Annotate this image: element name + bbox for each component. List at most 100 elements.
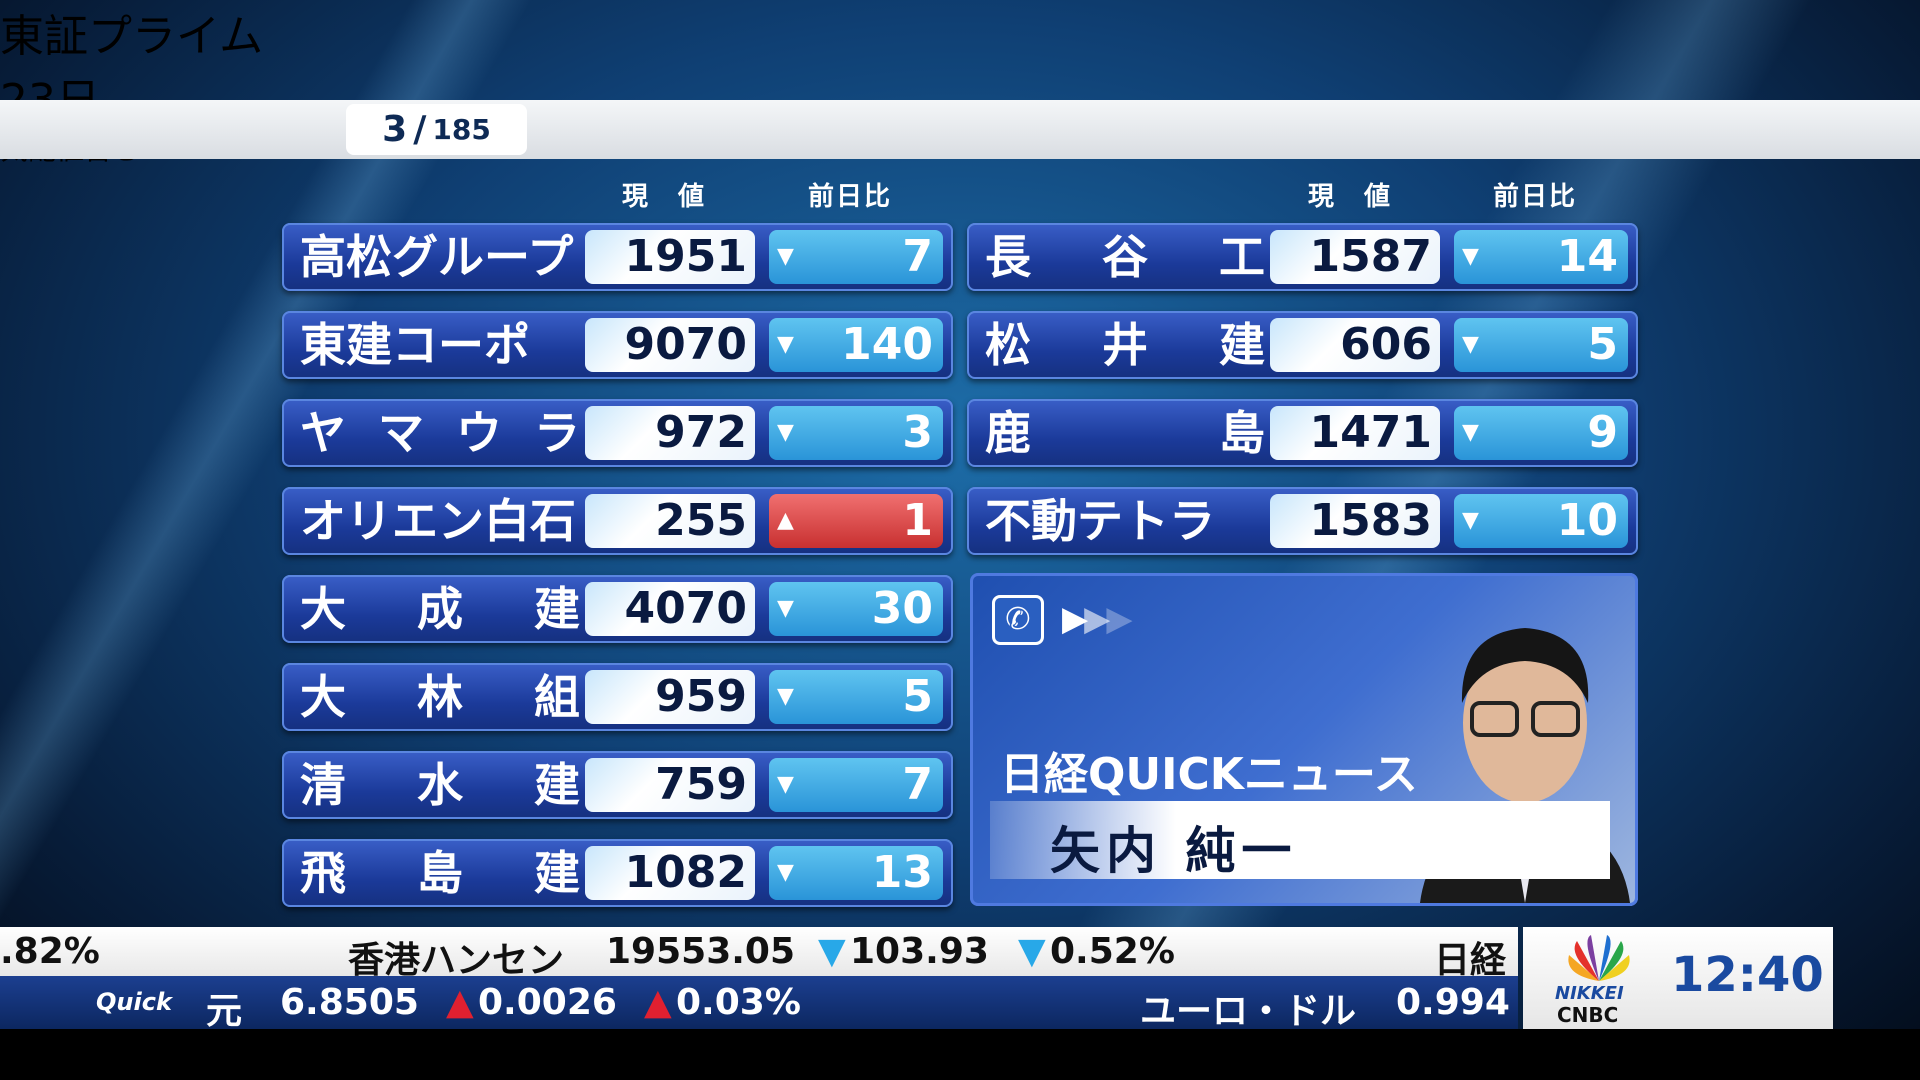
stock-name-char: 不動テトラ — [985, 494, 1215, 548]
down-arrow-icon: ▼ — [1462, 508, 1479, 533]
ticker-change: 103.93 — [850, 931, 989, 972]
stock-name-char: 組 — [534, 670, 580, 724]
change-value: 7 — [902, 759, 933, 810]
stock-name-char: 建 — [1219, 318, 1265, 372]
down-arrow-icon: ▼ — [777, 860, 794, 885]
page-current: 3 — [382, 109, 408, 150]
stock-price: 1587 — [1270, 230, 1440, 284]
stock-row: 飛 島 建 1082 ▼ 13 — [282, 839, 953, 907]
change-value: 1 — [902, 495, 933, 546]
stock-row: オリエン白石 255 ▲ 1 — [282, 487, 953, 555]
stock-price: 255 — [585, 494, 755, 548]
stock-name: 鹿島 — [985, 405, 1265, 461]
reporter-panel: ✆ ▶▶▶ 日経QUICKニュース 矢内 純一 — [970, 573, 1638, 906]
stock-name-char: 林 — [417, 670, 463, 724]
stock-name-char: 水 — [417, 758, 463, 812]
stock-name-char: 大 — [300, 670, 346, 724]
stock-row: 東建コーポ 9070 ▼ 140 — [282, 311, 953, 379]
stock-change: ▼ 14 — [1454, 230, 1628, 284]
stock-name-char: 飛 — [300, 846, 346, 900]
stock-name: 高松グループ — [300, 229, 580, 285]
stock-price: 4070 — [585, 582, 755, 636]
down-arrow-icon: ▼ — [818, 931, 846, 972]
stock-price: 1583 — [1270, 494, 1440, 548]
stock-price: 9070 — [585, 318, 755, 372]
stock-name-char: 鹿 — [985, 406, 1031, 460]
cnbc-text: CNBC — [1557, 1003, 1619, 1027]
stock-row: 大林組 959 ▼ 5 — [282, 663, 953, 731]
name-band — [990, 801, 1610, 879]
stock-row: ヤマウラ 972 ▼ 3 — [282, 399, 953, 467]
col-change-left: 前日比 — [808, 182, 893, 212]
stock-name: オリエン白石 — [300, 493, 580, 549]
stock-name-char: 谷 — [1102, 230, 1148, 284]
stock-name-char: 建 — [534, 582, 580, 636]
page-indicator: 3/185 — [346, 104, 527, 155]
stock-change: ▼ 10 — [1454, 494, 1628, 548]
stock-name-char: 大 — [300, 582, 346, 636]
stock-name-char: オリエン白石 — [300, 494, 576, 548]
stock-name: 大林組 — [300, 669, 580, 725]
stock-name: 飛島建 — [300, 845, 580, 901]
quick-logo: Quick — [96, 988, 172, 1016]
stock-row: 松井建 606 ▼ 5 — [967, 311, 1638, 379]
stock-name-char: 建 — [534, 846, 580, 900]
stock-name: 長谷工 — [985, 229, 1265, 285]
stock-name-char: ウ — [456, 406, 502, 460]
ticker-top: .82% 香港ハンセン 19553.05 ▼ 103.93 ▼ 0.52% 日経 — [0, 927, 1518, 976]
stock-name-char: 清 — [300, 758, 346, 812]
down-arrow-icon: ▼ — [777, 596, 794, 621]
down-arrow-icon: ▼ — [777, 244, 794, 269]
peacock-icon — [1568, 935, 1630, 981]
stock-row: 清水建 759 ▼ 7 — [282, 751, 953, 819]
stock-row: 鹿島 1471 ▼ 9 — [967, 399, 1638, 467]
up-arrow-icon: ▲ — [777, 508, 794, 533]
ticker-prev-pct: .82% — [0, 931, 100, 972]
ticker-index-name: 香港ハンセン — [348, 940, 565, 976]
stock-price: 1082 — [585, 846, 755, 900]
nikkei-cnbc-logo-box: NIKKEI CNBC 12:40 — [1523, 927, 1833, 1029]
stock-change: ▼ 7 — [769, 758, 943, 812]
play-arrows-icon: ▶▶▶ — [1062, 599, 1132, 639]
stock-row: 高松グループ 1951 ▼ 7 — [282, 223, 953, 291]
stock-name-char: 島 — [1219, 406, 1265, 460]
change-value: 30 — [871, 583, 933, 634]
market-title: 東証プライム — [0, 11, 264, 62]
up-arrow-icon: ▲ — [644, 982, 672, 1023]
change-value: 7 — [902, 231, 933, 282]
page-separator: / — [413, 109, 427, 150]
down-arrow-icon: ▼ — [777, 684, 794, 709]
stock-change: ▼ 140 — [769, 318, 943, 372]
change-value: 3 — [902, 407, 933, 458]
stock-name-char: 成 — [417, 582, 463, 636]
ticker-next-value: 0.994 — [1396, 982, 1510, 1023]
stock-name: 清水建 — [300, 757, 580, 813]
down-arrow-icon: ▼ — [1462, 420, 1479, 445]
stock-price: 759 — [585, 758, 755, 812]
change-value: 5 — [902, 671, 933, 722]
change-value: 9 — [1587, 407, 1618, 458]
down-arrow-icon: ▼ — [777, 772, 794, 797]
stock-change: ▼ 5 — [769, 670, 943, 724]
stock-name-char: 建 — [534, 758, 580, 812]
stock-name-char: ラ — [534, 406, 580, 460]
ticker-index-value: 19553.05 — [606, 931, 796, 972]
change-value: 5 — [1587, 319, 1618, 370]
stock-name-char: 松 — [985, 318, 1031, 372]
stock-price: 1951 — [585, 230, 755, 284]
down-arrow-icon: ▼ — [777, 332, 794, 357]
currency-pct: 0.03% — [676, 982, 801, 1023]
nikkei-text: NIKKEI — [1555, 983, 1624, 1004]
ticker-next-name: ユーロ・ドル — [1140, 991, 1357, 1029]
change-value: 13 — [871, 847, 933, 898]
stock-name-char: 高松グループ — [300, 230, 574, 284]
stock-price: 959 — [585, 670, 755, 724]
stock-name-char: ヤ — [300, 406, 346, 460]
stock-row: 不動テトラ 1583 ▼ 10 — [967, 487, 1638, 555]
up-arrow-icon: ▲ — [446, 982, 474, 1023]
ticker-pct: 0.52% — [1050, 931, 1175, 972]
stock-name-char: 島 — [417, 846, 463, 900]
stock-change: ▼ 5 — [1454, 318, 1628, 372]
currency-value: 6.8505 — [280, 982, 419, 1023]
stock-price: 972 — [585, 406, 755, 460]
